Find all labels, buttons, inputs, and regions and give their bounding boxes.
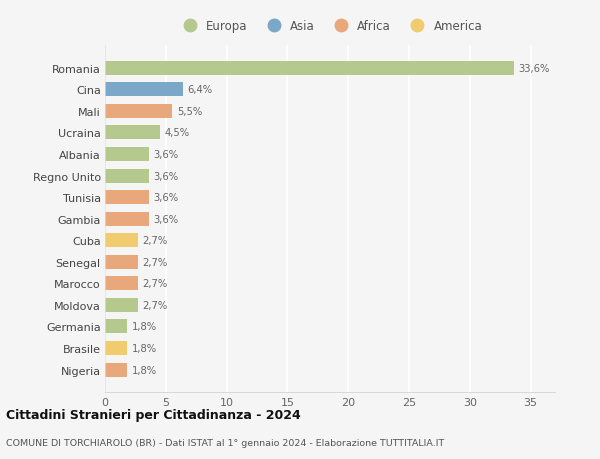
Text: 2,7%: 2,7% (143, 279, 168, 289)
Bar (105, 341, 127, 355)
Bar (105, 320, 127, 334)
Text: 2,7%: 2,7% (143, 235, 168, 246)
Bar (105, 234, 138, 248)
Bar (105, 169, 149, 183)
Bar (105, 255, 138, 269)
Bar (105, 62, 514, 76)
Bar (105, 126, 160, 140)
Bar (105, 212, 149, 226)
Text: 2,7%: 2,7% (143, 300, 168, 310)
Text: 3,6%: 3,6% (154, 193, 179, 203)
Bar (105, 83, 183, 97)
Legend: Europa, Asia, Africa, America: Europa, Asia, Africa, America (178, 20, 482, 33)
Bar (105, 190, 149, 205)
Text: 33,6%: 33,6% (518, 64, 550, 73)
Bar (105, 277, 138, 291)
Text: 1,8%: 1,8% (132, 322, 157, 332)
Text: 4,5%: 4,5% (164, 128, 190, 138)
Text: 5,5%: 5,5% (177, 106, 202, 117)
Text: 1,8%: 1,8% (132, 365, 157, 375)
Text: 3,6%: 3,6% (154, 214, 179, 224)
Bar (105, 298, 138, 312)
Bar (105, 105, 172, 118)
Text: COMUNE DI TORCHIAROLO (BR) - Dati ISTAT al 1° gennaio 2024 - Elaborazione TUTTIT: COMUNE DI TORCHIAROLO (BR) - Dati ISTAT … (6, 438, 444, 447)
Text: 3,6%: 3,6% (154, 171, 179, 181)
Text: 2,7%: 2,7% (143, 257, 168, 267)
Bar (105, 363, 127, 377)
Text: Cittadini Stranieri per Cittadinanza - 2024: Cittadini Stranieri per Cittadinanza - 2… (6, 408, 301, 421)
Text: 3,6%: 3,6% (154, 150, 179, 160)
Text: 6,4%: 6,4% (188, 85, 213, 95)
Bar (105, 148, 149, 162)
Text: 1,8%: 1,8% (132, 343, 157, 353)
